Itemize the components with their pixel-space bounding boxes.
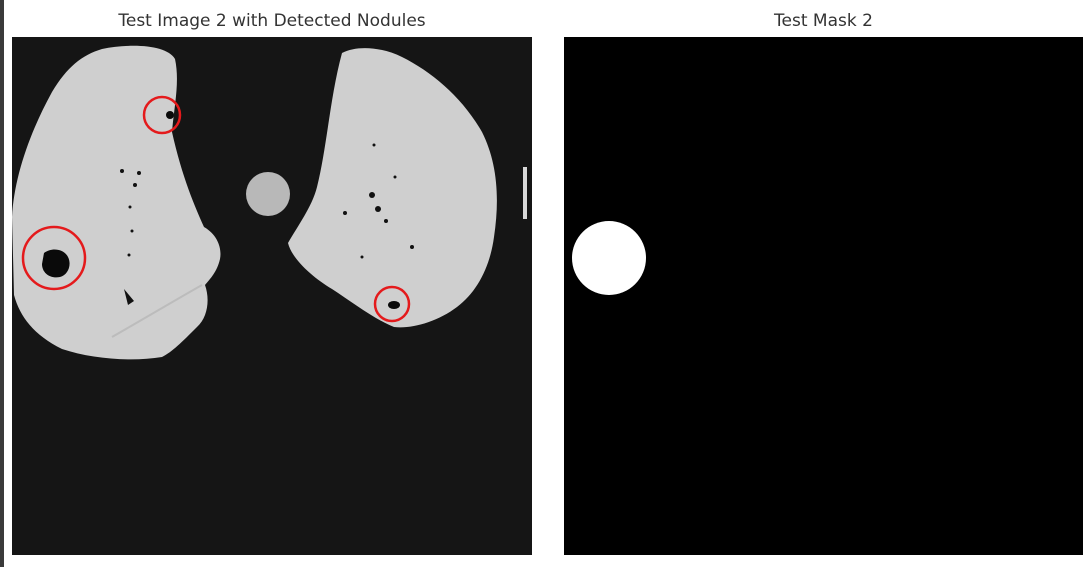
lung-left-region — [12, 45, 221, 360]
detection-circle — [373, 285, 411, 323]
lung-right-region — [288, 48, 497, 328]
right-panel-title: Test Mask 2 — [774, 11, 873, 31]
detection-markers — [21, 95, 411, 323]
ct-image-panel — [12, 37, 532, 555]
mask-panel — [564, 37, 1083, 555]
nodule-right-lower — [388, 301, 400, 309]
left-panel-title: Test Image 2 with Detected Nodules — [118, 11, 426, 31]
binary-nodule-mask — [564, 37, 1083, 555]
airway-dots — [120, 143, 414, 305]
ct-lung-slice — [12, 37, 532, 555]
trachea — [246, 172, 290, 216]
lung-left-fissure — [111, 284, 203, 338]
nodule-upper — [166, 111, 174, 119]
detection-circle — [142, 95, 182, 135]
detection-circle — [21, 225, 87, 291]
mask-nodule — [572, 221, 646, 295]
window-edge — [0, 0, 4, 567]
nodule-left-large — [42, 249, 70, 278]
scanner-artifact — [523, 167, 527, 219]
mask-background — [564, 37, 1083, 555]
